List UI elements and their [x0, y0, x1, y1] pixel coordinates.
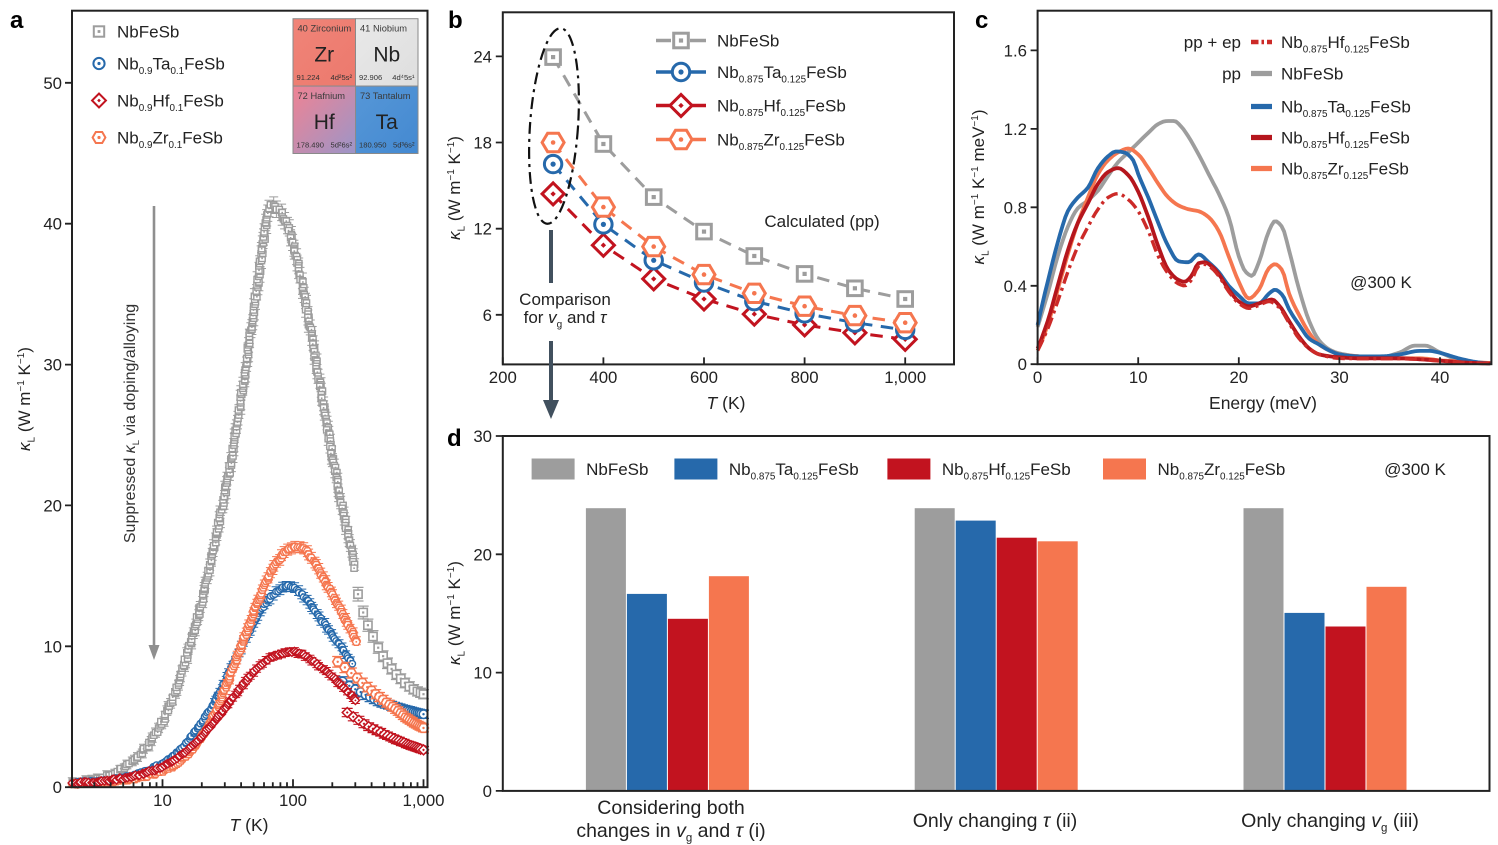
svg-text:Nb0.875​Hf0.125​FeSb: Nb0.875​Hf0.125​FeSb — [1281, 129, 1410, 152]
svg-text:Nb0.875​Zr0.125​FeSb: Nb0.875​Zr0.125​FeSb — [1281, 160, 1409, 183]
svg-text:800: 800 — [791, 368, 819, 387]
svg-text:600: 600 — [690, 368, 718, 387]
svg-text:NbFeSb: NbFeSb — [117, 23, 179, 42]
svg-text:50: 50 — [43, 74, 62, 93]
svg-text:κL​ (W m−1​ K−1​): κL​ (W m−1​ K−1​) — [445, 561, 468, 665]
svg-text:20: 20 — [43, 496, 62, 515]
svg-text:Nb: Nb — [373, 43, 400, 66]
svg-text:Nb0.9​Ta0.1​FeSb: Nb0.9​Ta0.1​FeSb — [117, 55, 225, 78]
svg-text:100: 100 — [279, 791, 307, 810]
svg-text:1.2: 1.2 — [1004, 120, 1027, 139]
svg-text:@300 K: @300 K — [1350, 273, 1412, 292]
svg-text:0: 0 — [483, 782, 492, 801]
svg-text:T (K): T (K) — [707, 393, 746, 413]
svg-text:c: c — [975, 7, 988, 34]
svg-text:200: 200 — [489, 368, 517, 387]
svg-text:0: 0 — [1018, 355, 1027, 374]
svg-text:0.4: 0.4 — [1004, 277, 1027, 296]
svg-text:4d⁴5s¹: 4d⁴5s¹ — [392, 73, 415, 82]
svg-text:Calculated (pp): Calculated (pp) — [764, 212, 879, 231]
svg-text:178.490: 178.490 — [297, 141, 324, 150]
svg-text:24: 24 — [473, 47, 492, 66]
svg-text:5d³6s²: 5d³6s² — [393, 141, 415, 150]
svg-text:changes in vg​ and τ (i): changes in vg​ and τ (i) — [576, 820, 765, 845]
svg-text:Energy (meV): Energy (meV) — [1209, 393, 1317, 413]
svg-text:T (K): T (K) — [230, 815, 269, 835]
svg-text:30: 30 — [473, 427, 492, 446]
svg-text:20: 20 — [1229, 368, 1248, 387]
svg-text:Nb0.875​Hf0.125​FeSb: Nb0.875​Hf0.125​FeSb — [1281, 33, 1410, 56]
svg-text:NbFeSb: NbFeSb — [1281, 65, 1343, 84]
svg-text:5d²6s²: 5d²6s² — [330, 141, 352, 150]
svg-text:Only changing τ (ii): Only changing τ (ii) — [913, 810, 1077, 832]
svg-text:κL​ (W m−1​ K−1​): κL​ (W m−1​ K−1​) — [445, 136, 468, 240]
svg-text:d: d — [447, 425, 462, 452]
svg-text:1.6: 1.6 — [1004, 41, 1027, 60]
svg-text:4d²5s²: 4d²5s² — [330, 73, 352, 82]
svg-text:Ta: Ta — [376, 111, 399, 134]
svg-text:10: 10 — [1129, 368, 1148, 387]
svg-text:20: 20 — [473, 545, 492, 564]
svg-text:92.906: 92.906 — [359, 73, 382, 82]
svg-text:41 Niobium: 41 Niobium — [360, 24, 407, 34]
svg-text:Nb0.875​Zr0.125​FeSb: Nb0.875​Zr0.125​FeSb — [717, 131, 845, 154]
svg-text:40: 40 — [43, 215, 62, 234]
svg-text:for vg​ and τ: for vg​ and τ — [524, 308, 608, 331]
svg-text:b: b — [448, 7, 463, 34]
svg-text:0: 0 — [53, 778, 62, 797]
svg-text:pp + ep: pp + ep — [1184, 33, 1241, 52]
svg-text:6: 6 — [483, 306, 492, 325]
svg-text:Hf: Hf — [314, 111, 335, 134]
svg-text:0: 0 — [1033, 368, 1042, 387]
svg-text:30: 30 — [43, 356, 62, 375]
svg-text:Nb0.9​Hf0.1​FeSb: Nb0.9​Hf0.1​FeSb — [117, 92, 224, 115]
svg-text:40 Zirconium: 40 Zirconium — [298, 24, 352, 34]
svg-text:1,000: 1,000 — [884, 368, 926, 387]
svg-text:@300 K: @300 K — [1384, 460, 1446, 479]
svg-text:12: 12 — [473, 220, 492, 239]
svg-text:Comparison: Comparison — [519, 290, 611, 309]
svg-text:180.950: 180.950 — [359, 141, 386, 150]
svg-text:Nb0.875​Hf0.125​FeSb: Nb0.875​Hf0.125​FeSb — [717, 97, 846, 120]
svg-text:a: a — [10, 7, 24, 34]
svg-text:κL​ (W m−1​ K−1​): κL​ (W m−1​ K−1​) — [15, 347, 38, 451]
svg-text:400: 400 — [589, 368, 617, 387]
svg-text:Nb0.875​Hf0.125​FeSb: Nb0.875​Hf0.125​FeSb — [942, 460, 1071, 483]
svg-text:NbFeSb: NbFeSb — [717, 32, 779, 51]
svg-text:73 Tantalum: 73 Tantalum — [360, 91, 411, 101]
svg-text:18: 18 — [473, 134, 492, 153]
svg-text:Nb0.875​Ta0.125​FeSb: Nb0.875​Ta0.125​FeSb — [729, 460, 859, 483]
svg-text:Zr: Zr — [314, 43, 334, 66]
svg-text:10: 10 — [473, 664, 492, 683]
svg-text:Considering both: Considering both — [597, 797, 744, 819]
svg-text:Nb0.875​Zr0.125​FeSb: Nb0.875​Zr0.125​FeSb — [1158, 460, 1286, 483]
svg-text:Only changing vg​ (iii): Only changing vg​ (iii) — [1241, 810, 1419, 835]
svg-text:40: 40 — [1431, 368, 1450, 387]
svg-text:0.8: 0.8 — [1004, 198, 1027, 217]
svg-text:1,000: 1,000 — [403, 791, 445, 810]
svg-text:Nb0.875​Ta0.125​FeSb: Nb0.875​Ta0.125​FeSb — [717, 63, 847, 86]
svg-text:Suppressed κL​ via doping/allo: Suppressed κL​ via doping/alloying — [122, 304, 142, 543]
svg-text:κL​ (W m−1​ K−1​ meV−1​): κL​ (W m−1​ K−1​ meV−1​) — [969, 109, 992, 264]
svg-text:10: 10 — [153, 791, 172, 810]
svg-text:Nb0.875​Ta0.125​FeSb: Nb0.875​Ta0.125​FeSb — [1281, 98, 1411, 121]
svg-text:72 Hafnium: 72 Hafnium — [298, 91, 346, 101]
svg-text:10: 10 — [43, 637, 62, 656]
svg-text:Nb0.9​Zr0.1​FeSb: Nb0.9​Zr0.1​FeSb — [117, 129, 223, 152]
svg-text:pp: pp — [1222, 65, 1241, 84]
svg-text:30: 30 — [1330, 368, 1349, 387]
svg-text:NbFeSb: NbFeSb — [586, 460, 648, 479]
svg-text:91.224: 91.224 — [297, 73, 320, 82]
